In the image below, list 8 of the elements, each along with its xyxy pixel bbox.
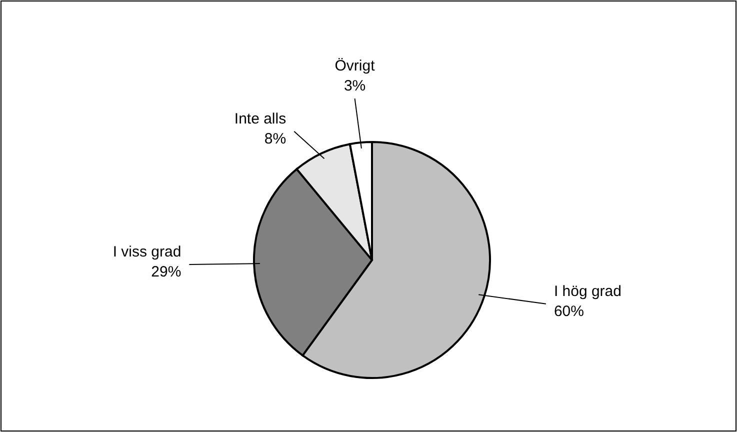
slice-label: I viss grad xyxy=(112,243,182,260)
data-label: 3% xyxy=(344,78,366,95)
slice-label: Övrigt xyxy=(334,58,376,75)
data-label: 29% xyxy=(151,263,182,280)
slice-label: I hög grad xyxy=(554,282,622,300)
data-label: 8% xyxy=(264,130,286,148)
data-label: 60% xyxy=(554,302,584,320)
slice-label: Inte alls xyxy=(234,110,286,128)
